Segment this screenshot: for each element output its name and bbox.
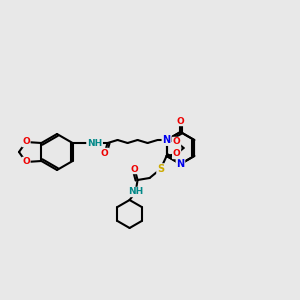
- Text: O: O: [173, 137, 181, 146]
- Text: O: O: [177, 116, 184, 125]
- Text: O: O: [131, 164, 139, 173]
- Text: NH: NH: [128, 188, 143, 196]
- Text: N: N: [176, 159, 184, 169]
- Text: O: O: [22, 158, 30, 166]
- Text: O: O: [101, 148, 109, 158]
- Text: NH: NH: [87, 139, 102, 148]
- Text: O: O: [22, 137, 30, 146]
- Text: O: O: [173, 149, 181, 158]
- Text: S: S: [157, 164, 164, 174]
- Text: N: N: [163, 135, 171, 145]
- Text: N: N: [163, 135, 171, 145]
